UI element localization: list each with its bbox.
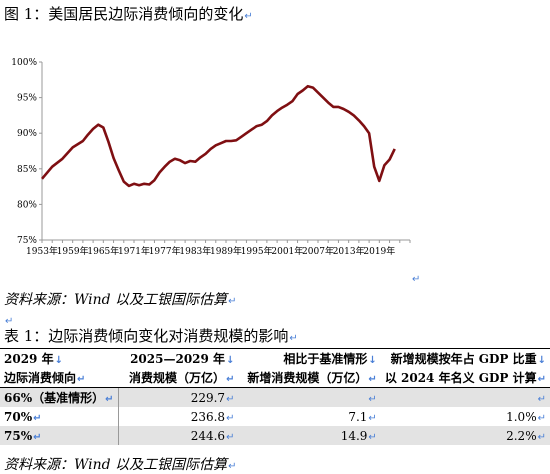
- row-label: 75%↵: [0, 426, 119, 445]
- paragraph-mark: ↵: [5, 316, 14, 327]
- cell: 1.0%↵: [506, 409, 546, 424]
- cell: ↵: [380, 387, 550, 407]
- x-tick-label: 1995年: [241, 245, 273, 257]
- table-row: 75%↵ 244.6↵ 14.9↵ 2.2%↵: [0, 426, 550, 445]
- x-tick-label: 1971年: [118, 245, 150, 257]
- table-row: 66%（基准情形）↵ 229.7↵ ↵ ↵: [0, 387, 550, 407]
- x-tick-label: 1959年: [57, 245, 89, 257]
- y-tick-label: 85%: [17, 165, 37, 175]
- x-tick-label: 2019年: [363, 245, 395, 257]
- header-cell: 新增消费规模（万亿）↵: [238, 368, 381, 388]
- cell: 14.9↵: [238, 426, 381, 445]
- x-tick-label: 1983年: [179, 245, 211, 257]
- y-tick-label: 100%: [11, 58, 37, 68]
- header-cell: 以 2024 年名义 GDP 计算↵: [380, 368, 550, 388]
- y-tick-label: 95%: [17, 94, 37, 104]
- figure-title: 图 1：美国居民边际消费倾向的变化↵: [4, 5, 253, 23]
- header-cell: 边际消费倾向↵: [0, 368, 118, 388]
- table-header-row-1: 2029 年↓ 2025—2029 年↓ 相比于基准情形↓ 新增规模按年占 GD…: [0, 348, 550, 368]
- row-label: 66%（基准情形）↵: [0, 387, 119, 407]
- x-tick-label: 2007年: [302, 245, 334, 257]
- cell: 7.1↵: [348, 409, 377, 424]
- cell: ↵: [238, 387, 381, 407]
- y-tick-label: 80%: [17, 200, 37, 210]
- header-cell: 相比于基准情形↓: [238, 348, 381, 368]
- x-tick-label: 1953年: [26, 245, 58, 257]
- header-cell: 2029 年↓: [0, 348, 118, 368]
- header-cell: 2025—2029 年↓: [118, 348, 239, 368]
- y-tick-label: 75%: [17, 236, 37, 246]
- row-label: 70%↵: [0, 407, 119, 426]
- x-tick-label: 1989年: [210, 245, 242, 257]
- cell: 2.2%↵: [380, 426, 550, 445]
- header-cell: 消费规模（万亿）↵: [118, 368, 239, 388]
- x-tick-label: 2001年: [271, 245, 303, 257]
- table-row: 70%↵ 236.8↵ 7.1↵ 1.0%↵: [0, 407, 550, 426]
- header-cell: 新增规模按年占 GDP 比重↓: [380, 348, 550, 368]
- paragraph-mark: ↵: [412, 274, 420, 285]
- table-title: 表 1：边际消费倾向变化对消费规模的影响↵: [4, 327, 298, 345]
- table-header-row-2: 边际消费倾向↵ 消费规模（万亿）↵ 新增消费规模（万亿）↵ 以 2024 年名义…: [0, 368, 550, 388]
- impact-table: 2029 年↓ 2025—2029 年↓ 相比于基准情形↓ 新增规模按年占 GD…: [0, 348, 550, 445]
- cell: 229.7↵: [118, 387, 239, 407]
- table-source: 资料来源：Wind 以及工银国际估算↵: [4, 457, 237, 473]
- x-tick-label: 1965年: [87, 245, 119, 257]
- series-line: [41, 84, 396, 188]
- line-chart: 75%80%85%90%95%100%1953年1959年1965年1971年1…: [11, 58, 420, 285]
- cell: 236.8↵: [190, 409, 235, 424]
- y-tick-label: 90%: [17, 129, 37, 139]
- x-tick-label: 1977年: [149, 245, 181, 257]
- x-tick-label: 2013年: [333, 245, 365, 257]
- figure-source: 资料来源：Wind 以及工银国际估算↵: [4, 292, 237, 308]
- cell: 244.6↵: [118, 426, 239, 445]
